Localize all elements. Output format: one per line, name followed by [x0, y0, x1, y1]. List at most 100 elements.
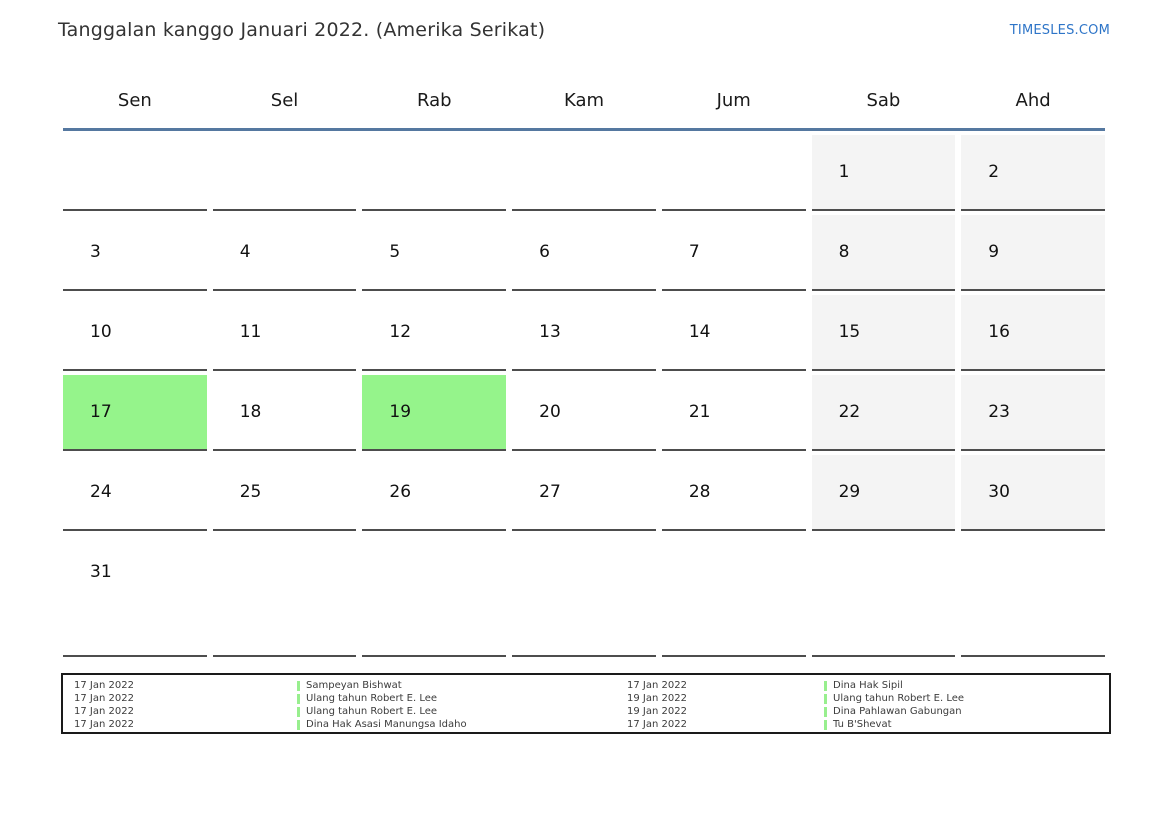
day-number: 10 [90, 322, 112, 342]
legend-entry: 17 Jan 2022 Dina Hak Sipil [587, 679, 1111, 692]
legend-entry-date: 19 Jan 2022 [627, 706, 687, 717]
calendar-cell-16: 16 [961, 295, 1105, 371]
day-header-row: Sen Sel Rab Kam Jum Sab Ahd [63, 72, 1105, 128]
calendar-week-row: 17 18 19 20 21 22 23 [63, 375, 1105, 451]
day-header-rab: Rab [416, 89, 452, 111]
legend-entry-date: 17 Jan 2022 [74, 719, 134, 730]
calendar-week-row: 24 25 26 27 28 29 30 [63, 455, 1105, 531]
calendar-cell-20: 20 [512, 375, 656, 451]
calendar-week-row: 31 [63, 535, 1105, 657]
calendar-cell-empty [362, 535, 507, 657]
day-number: 17 [90, 402, 112, 422]
calendar-cell-10: 10 [63, 295, 207, 371]
calendar-cell-1: 1 [811, 135, 956, 211]
calendar-week-row: 10 11 12 13 14 15 16 [63, 295, 1105, 371]
calendar-cell-empty [961, 535, 1105, 657]
calendar: Sen Sel Rab Kam Jum Sab Ahd 1 2 3 4 5 6 7 8 9 10 11 12 13 1… [63, 72, 1105, 657]
legend-entry: 17 Jan 2022 Ulang tahun Robert E. Lee [63, 705, 587, 718]
event-color-bar [297, 719, 300, 730]
day-header-sab: Sab [866, 89, 901, 111]
calendar-cell-11: 11 [212, 295, 357, 371]
calendar-cell-empty [811, 535, 956, 657]
day-header-sen: Sen [117, 89, 152, 111]
calendar-cell-8: 8 [811, 215, 956, 291]
calendar-grid: 1 2 3 4 5 6 7 8 9 10 11 12 13 14 15 16 17 18 19 20 21 22 23 24 2… [63, 135, 1105, 657]
day-number: 20 [539, 402, 561, 422]
legend-column: 17 Jan 2022 Dina Hak Sipil 19 Jan 2022 Ulan… [587, 679, 1111, 732]
legend-event-name: Ulang tahun Robert E. Lee [833, 693, 965, 704]
day-number: 11 [239, 322, 262, 342]
calendar-cell-12: 12 [362, 295, 507, 371]
top-bar: Tanggalan kanggo Januari 2022. (Amerika … [58, 19, 1110, 41]
legend-event-name: Dina Hak Asasi Manungsa Idaho [306, 719, 467, 730]
day-number: 6 [539, 242, 550, 262]
calendar-cell-24: 24 [63, 455, 207, 531]
legend-event-name: Tu B'Shevat [833, 719, 892, 730]
day-number: 16 [988, 322, 1010, 342]
day-number: 26 [389, 482, 412, 502]
calendar-cell-29: 29 [811, 455, 956, 531]
calendar-cell-28: 28 [661, 455, 806, 531]
legend-entry-date: 17 Jan 2022 [627, 719, 687, 730]
day-number: 28 [688, 482, 711, 502]
day-number: 4 [239, 242, 251, 262]
legend-event-name: Ulang tahun Robert E. Lee [306, 706, 438, 717]
legend-column: 17 Jan 2022 Sampeyan Bishwat 17 Jan 2022 Ul… [63, 679, 587, 732]
event-color-bar [297, 706, 300, 717]
day-number: 2 [988, 162, 1000, 182]
calendar-cell-6: 6 [512, 215, 656, 291]
calendar-cell-27: 27 [512, 455, 656, 531]
calendar-cell-17: 17 [63, 375, 207, 451]
day-header-sel: Sel [270, 89, 299, 111]
brand-link[interactable]: TIMESLES.COM [1009, 23, 1110, 38]
legend-entry-date: 17 Jan 2022 [74, 680, 134, 691]
calendar-cell-15: 15 [811, 295, 956, 371]
calendar-cell-21: 21 [661, 375, 806, 451]
legend-event-name: Sampeyan Bishwat [306, 680, 402, 691]
event-color-bar [824, 680, 827, 691]
calendar-cell-31: 31 [63, 535, 207, 657]
day-number: 14 [688, 322, 711, 342]
legend-entry: 19 Jan 2022 Ulang tahun Robert E. Lee [587, 692, 1111, 705]
legend-entry-date: 17 Jan 2022 [74, 693, 134, 704]
day-number: 29 [838, 482, 861, 502]
event-color-bar [824, 719, 827, 730]
calendar-cell-2: 2 [961, 135, 1105, 211]
legend-entry: 17 Jan 2022 Tu B'Shevat [587, 718, 1111, 731]
day-number: 24 [90, 482, 112, 502]
calendar-cell-23: 23 [961, 375, 1105, 451]
legend-entry: 17 Jan 2022 Dina Hak Asasi Manungsa Idaho [63, 718, 587, 731]
calendar-cell-30: 30 [961, 455, 1105, 531]
day-number: 27 [539, 482, 561, 502]
day-number: 22 [838, 402, 861, 422]
calendar-cell-empty [512, 135, 656, 211]
day-number: 3 [90, 242, 101, 262]
calendar-cell-empty [63, 135, 207, 211]
day-number: 21 [688, 402, 711, 422]
calendar-cell-empty [661, 535, 806, 657]
event-color-bar [824, 706, 827, 717]
page-title: Tanggalan kanggo Januari 2022. (Amerika … [58, 19, 546, 41]
event-color-bar [297, 680, 300, 691]
legend-entry-date: 17 Jan 2022 [74, 706, 134, 717]
legend-entry-date: 19 Jan 2022 [627, 693, 687, 704]
calendar-cell-18: 18 [212, 375, 357, 451]
calendar-cell-7: 7 [661, 215, 806, 291]
legend-event-name: Ulang tahun Robert E. Lee [306, 693, 438, 704]
day-number: 8 [838, 242, 850, 262]
calendar-cell-empty [512, 535, 656, 657]
day-header-ahd: Ahd [1015, 89, 1051, 111]
event-color-bar [824, 693, 827, 704]
day-number: 15 [838, 322, 861, 342]
day-number: 23 [988, 402, 1010, 422]
calendar-cell-25: 25 [212, 455, 357, 531]
legend-entry-date: 17 Jan 2022 [627, 680, 687, 691]
event-color-bar [297, 693, 300, 704]
calendar-cell-empty [661, 135, 806, 211]
calendar-cell-3: 3 [63, 215, 207, 291]
day-number: 5 [389, 242, 401, 262]
calendar-cell-4: 4 [212, 215, 357, 291]
calendar-cell-empty [212, 535, 357, 657]
calendar-cell-5: 5 [362, 215, 507, 291]
day-number: 30 [988, 482, 1010, 502]
